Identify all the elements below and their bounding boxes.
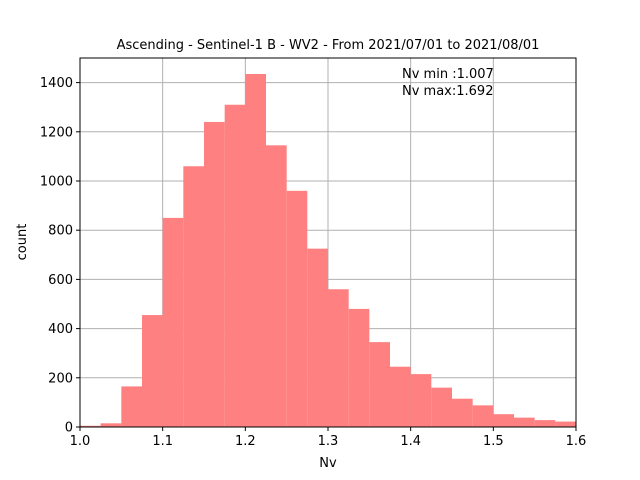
histogram-bar [431, 387, 452, 427]
x-tick-label: 1.5 [483, 434, 504, 449]
y-tick-label: 0 [65, 421, 73, 436]
histogram-bar [514, 417, 535, 427]
histogram-bar [452, 398, 473, 427]
histogram-bar [307, 248, 328, 427]
y-tick-label: 200 [48, 371, 73, 386]
histogram-bar [493, 414, 514, 427]
histogram-bar [472, 405, 494, 427]
x-tick-label: 1.2 [235, 434, 256, 449]
histogram-bar [410, 374, 432, 427]
histogram-bar [266, 145, 287, 427]
y-tick-label: 400 [48, 322, 73, 337]
x-axis-ticks: 1.0 1.1 1.2 1.3 1.4 1.5 1.6 [70, 427, 587, 449]
histogram-bar [100, 423, 122, 427]
histogram-bars [80, 73, 576, 428]
y-tick-label: 800 [48, 224, 73, 239]
histogram-bar [245, 73, 266, 428]
x-tick-label: 1.6 [566, 434, 587, 449]
histogram-bar [369, 342, 390, 427]
histogram-bar [555, 421, 576, 427]
x-tick-label: 1.4 [400, 434, 421, 449]
histogram-bar [183, 166, 204, 428]
histogram-bar [534, 420, 556, 427]
y-tick-label: 1000 [40, 175, 73, 190]
histogram-bar [224, 104, 246, 428]
annotation-nv-min: Nv min :1.007 [402, 67, 494, 82]
histogram-bar [80, 425, 101, 427]
annotation-nv-max: Nv max:1.692 [402, 84, 493, 99]
x-tick-label: 1.0 [70, 434, 91, 449]
y-tick-label: 1400 [40, 76, 73, 91]
histogram-bar [348, 308, 370, 427]
x-axis-label: Nv [319, 456, 337, 471]
y-axis-label: count [15, 224, 30, 261]
y-axis-ticks: 0 200 400 600 800 1000 1200 1400 [40, 76, 80, 436]
histogram-bar [204, 121, 225, 428]
x-tick-label: 1.3 [318, 434, 339, 449]
histogram-bar [121, 386, 142, 427]
y-tick-label: 600 [48, 273, 73, 288]
y-tick-label: 1200 [40, 125, 73, 140]
histogram-bar [162, 217, 184, 427]
histogram-bar [286, 190, 308, 427]
chart-title: Ascending - Sentinel-1 B - WV2 - From 20… [117, 38, 540, 53]
histogram-bar [142, 315, 163, 427]
histogram-bar [328, 289, 349, 427]
histogram-bar [390, 366, 411, 427]
x-tick-label: 1.1 [152, 434, 173, 449]
